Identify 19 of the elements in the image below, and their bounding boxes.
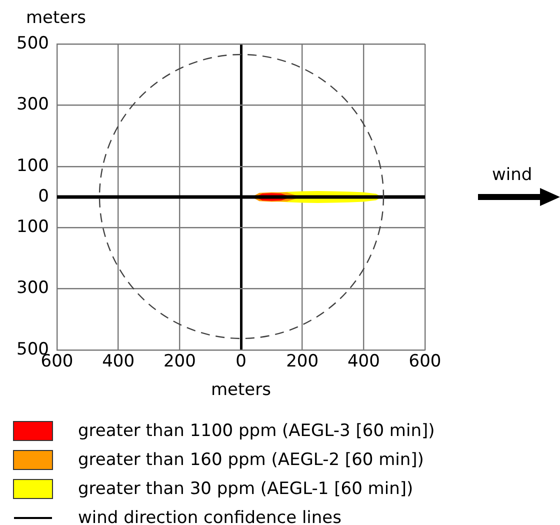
x-tick-label: 200 (286, 352, 319, 372)
x-tick-label: 200 (163, 352, 196, 372)
x-tick-label: 400 (102, 352, 135, 372)
y-tick-label: 300 (16, 278, 49, 298)
text: wind (492, 165, 532, 185)
x-tick-label: 0 (236, 352, 246, 372)
x-axis-title: meters (211, 380, 271, 400)
y-tick-label: 500 (16, 33, 49, 54)
y-tick-label: 100 (16, 217, 49, 238)
y-axis-title: meters (26, 8, 86, 28)
y-tick-label: 100 (16, 156, 49, 176)
x-tick-label: 400 (347, 352, 380, 372)
y-tick-label: 0 (38, 186, 49, 206)
legend-label: greater than 1100 ppm (AEGL-3 [60 min]) (78, 420, 435, 440)
legend-label: greater than 160 ppm (AEGL-2 [60 min]) (78, 450, 424, 470)
y-tick-label: 300 (16, 94, 49, 115)
x-tick-label: 600 (408, 352, 442, 372)
legend-label: greater than 30 ppm (AEGL-1 [60 min]) (78, 478, 414, 498)
text: wind direction confidence lines (78, 508, 342, 525)
